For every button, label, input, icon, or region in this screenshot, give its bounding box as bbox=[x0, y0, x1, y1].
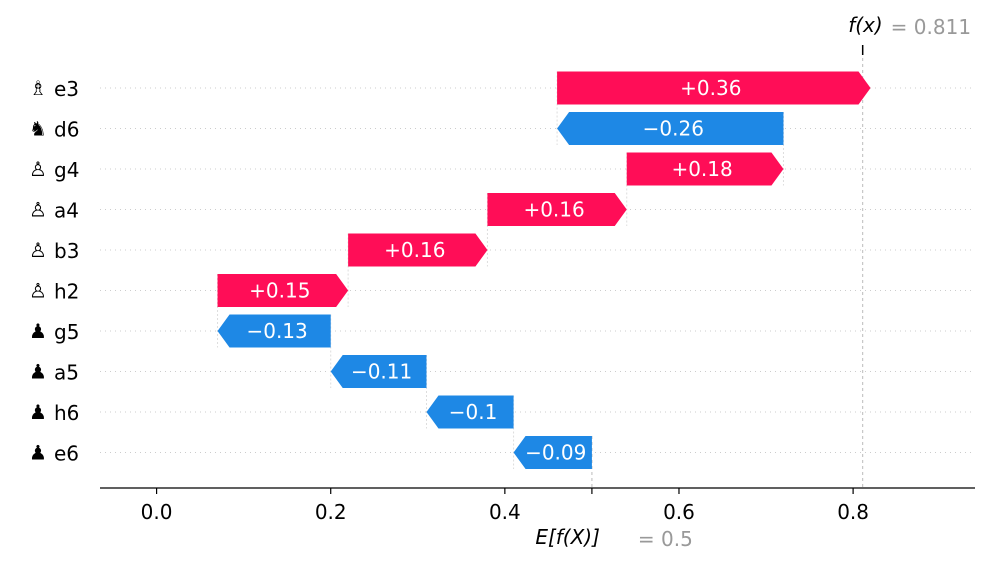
feature-label: a4 bbox=[54, 199, 79, 223]
output-value-text: = 0.811 bbox=[891, 15, 971, 39]
bar-a5 bbox=[330, 355, 427, 388]
bar-a4 bbox=[487, 193, 627, 226]
piece-glyph-icon: ♟ bbox=[29, 319, 47, 343]
bar-g4 bbox=[626, 152, 784, 186]
piece-glyph-icon: ♙ bbox=[29, 198, 47, 222]
bar-b3 bbox=[348, 233, 488, 267]
bar-value-label: +0.15 bbox=[249, 279, 310, 303]
piece-glyph-icon: ♗ bbox=[29, 76, 47, 100]
bar-value-label: −0.1 bbox=[449, 400, 498, 424]
piece-glyph-icon: ♟ bbox=[29, 400, 47, 424]
bar-value-label: +0.16 bbox=[384, 238, 445, 262]
feature-label: d6 bbox=[54, 118, 79, 142]
piece-glyph-icon: ♙ bbox=[29, 157, 47, 181]
piece-glyph-icon: ♟ bbox=[29, 360, 47, 384]
base-value-text: = 0.5 bbox=[638, 527, 693, 551]
feature-label: h2 bbox=[54, 280, 79, 304]
bar-value-label: +0.18 bbox=[671, 157, 732, 181]
feature-label: b3 bbox=[54, 239, 79, 263]
bar-value-label: −0.11 bbox=[351, 360, 412, 384]
bar-value-label: +0.16 bbox=[523, 198, 584, 222]
feature-label: e3 bbox=[54, 77, 79, 101]
piece-glyph-icon: ♙ bbox=[29, 279, 47, 303]
piece-glyph-icon: ♞ bbox=[29, 117, 47, 141]
x-tick-label: 0.8 bbox=[837, 500, 869, 524]
bar-value-label: +0.36 bbox=[680, 76, 741, 100]
bar-d6 bbox=[557, 112, 784, 145]
bar-value-label: −0.13 bbox=[246, 319, 307, 343]
output-value-expression: f(x) bbox=[848, 13, 882, 37]
feature-label: g4 bbox=[54, 158, 79, 182]
x-tick-label: 0.0 bbox=[141, 500, 173, 524]
bar-value-label: −0.26 bbox=[643, 117, 704, 141]
feature-label: h6 bbox=[54, 401, 79, 425]
x-tick-label: 0.4 bbox=[489, 500, 521, 524]
x-tick-label: 0.6 bbox=[663, 500, 695, 524]
bar-g5 bbox=[217, 314, 331, 348]
feature-label: a5 bbox=[54, 361, 79, 385]
piece-glyph-icon: ♟ bbox=[29, 441, 47, 465]
feature-label: e6 bbox=[54, 442, 79, 466]
bar-e3 bbox=[557, 71, 871, 105]
base-value-expression: E[f(X)] bbox=[535, 525, 600, 549]
bar-h6 bbox=[426, 395, 514, 429]
bar-value-label: −0.09 bbox=[525, 441, 586, 465]
piece-glyph-icon: ♙ bbox=[29, 238, 47, 262]
bar-e6 bbox=[513, 436, 592, 469]
feature-label: g5 bbox=[54, 320, 79, 344]
bar-h2 bbox=[217, 274, 349, 307]
x-tick-label: 0.2 bbox=[315, 500, 347, 524]
